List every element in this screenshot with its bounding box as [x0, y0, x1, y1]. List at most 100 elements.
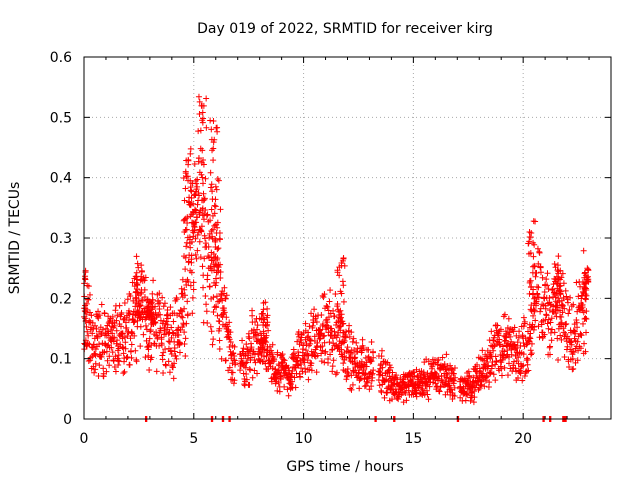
data-point: [199, 263, 206, 270]
data-point: [190, 200, 197, 207]
data-point: [564, 343, 571, 350]
data-point: [127, 348, 134, 355]
data-point: [92, 360, 99, 367]
data-point: [170, 375, 177, 382]
data-point: [316, 335, 323, 342]
data-point: [361, 383, 368, 390]
data-point: [280, 356, 287, 363]
data-point: [227, 329, 234, 336]
data-point: [486, 379, 493, 386]
data-point: [164, 321, 171, 328]
chart-title: Day 019 of 2022, SRMTID for receiver kir…: [197, 21, 493, 37]
data-point: [555, 356, 562, 363]
data-point: [208, 126, 215, 133]
data-point: [566, 364, 573, 371]
data-point: [212, 261, 219, 268]
data-point: [537, 269, 544, 276]
data-point: [206, 234, 213, 241]
data-point: [139, 297, 146, 304]
data-point: [535, 323, 542, 330]
data-point: [132, 347, 139, 354]
data-point: [561, 305, 568, 312]
data-point: [360, 345, 367, 352]
data-point: [196, 98, 203, 105]
data-point: [526, 229, 533, 236]
data-point: [208, 249, 215, 256]
data-point: [148, 306, 155, 313]
data-point: [578, 295, 585, 302]
data-point: [344, 344, 351, 351]
data-point: [169, 364, 176, 371]
data-point: [304, 357, 311, 364]
data-point: [423, 387, 430, 394]
data-point: [277, 373, 284, 380]
data-point: [526, 278, 533, 285]
data-point: [263, 332, 270, 339]
data-point: [409, 376, 416, 383]
data-point: [432, 380, 439, 387]
data-point: [564, 299, 571, 306]
data-point: [85, 283, 92, 290]
data-point: [366, 386, 373, 393]
data-point: [114, 312, 121, 319]
data-point: [528, 340, 535, 347]
data-point: [305, 376, 312, 383]
data-point: [389, 369, 396, 376]
data-point: [203, 124, 210, 131]
data-point: [212, 183, 219, 190]
data-point: [511, 358, 518, 365]
data-point: [138, 273, 145, 280]
data-point: [214, 312, 221, 319]
data-point: [508, 338, 515, 345]
data-point: [554, 267, 561, 274]
data-point: [336, 272, 343, 279]
data-point: [213, 186, 220, 193]
data-point: [144, 304, 151, 311]
data-point: [146, 335, 153, 342]
data-point: [157, 311, 164, 318]
data-point: [185, 278, 192, 285]
data-point: [106, 362, 113, 369]
data-point: [444, 371, 451, 378]
data-point: [340, 255, 347, 262]
data-point: [583, 292, 590, 299]
data-points: [81, 93, 592, 422]
data-point: [274, 387, 281, 394]
data-point: [295, 349, 302, 356]
data-point: [190, 233, 197, 240]
data-point: [169, 329, 176, 336]
data-point: [124, 354, 131, 361]
data-point: [138, 262, 145, 269]
data-point: [212, 238, 219, 245]
data-point: [217, 206, 224, 213]
data-point: [260, 319, 267, 326]
data-point: [544, 320, 551, 327]
data-point: [121, 368, 128, 375]
data-point: [115, 357, 122, 364]
data-point: [188, 194, 195, 201]
data-point: [103, 348, 110, 355]
x-tick-label: 15: [404, 431, 422, 447]
data-point: [190, 279, 197, 286]
data-point: [561, 354, 568, 361]
data-point: [569, 355, 576, 362]
data-point: [348, 386, 355, 393]
data-point: [230, 380, 237, 387]
data-point: [497, 326, 504, 333]
data-point: [104, 322, 111, 329]
data-point: [260, 306, 267, 313]
data-point: [133, 295, 140, 302]
data-point: [187, 184, 194, 191]
data-point: [193, 207, 200, 214]
data-point: [137, 302, 144, 309]
data-point: [164, 315, 171, 322]
data-point: [200, 284, 207, 291]
data-point: [85, 296, 92, 303]
data-point: [335, 308, 342, 315]
data-point: [213, 269, 220, 276]
data-point: [226, 336, 233, 343]
data-point: [443, 351, 450, 358]
data-point: [525, 367, 532, 374]
data-point: [457, 394, 464, 401]
data-point: [493, 357, 500, 364]
